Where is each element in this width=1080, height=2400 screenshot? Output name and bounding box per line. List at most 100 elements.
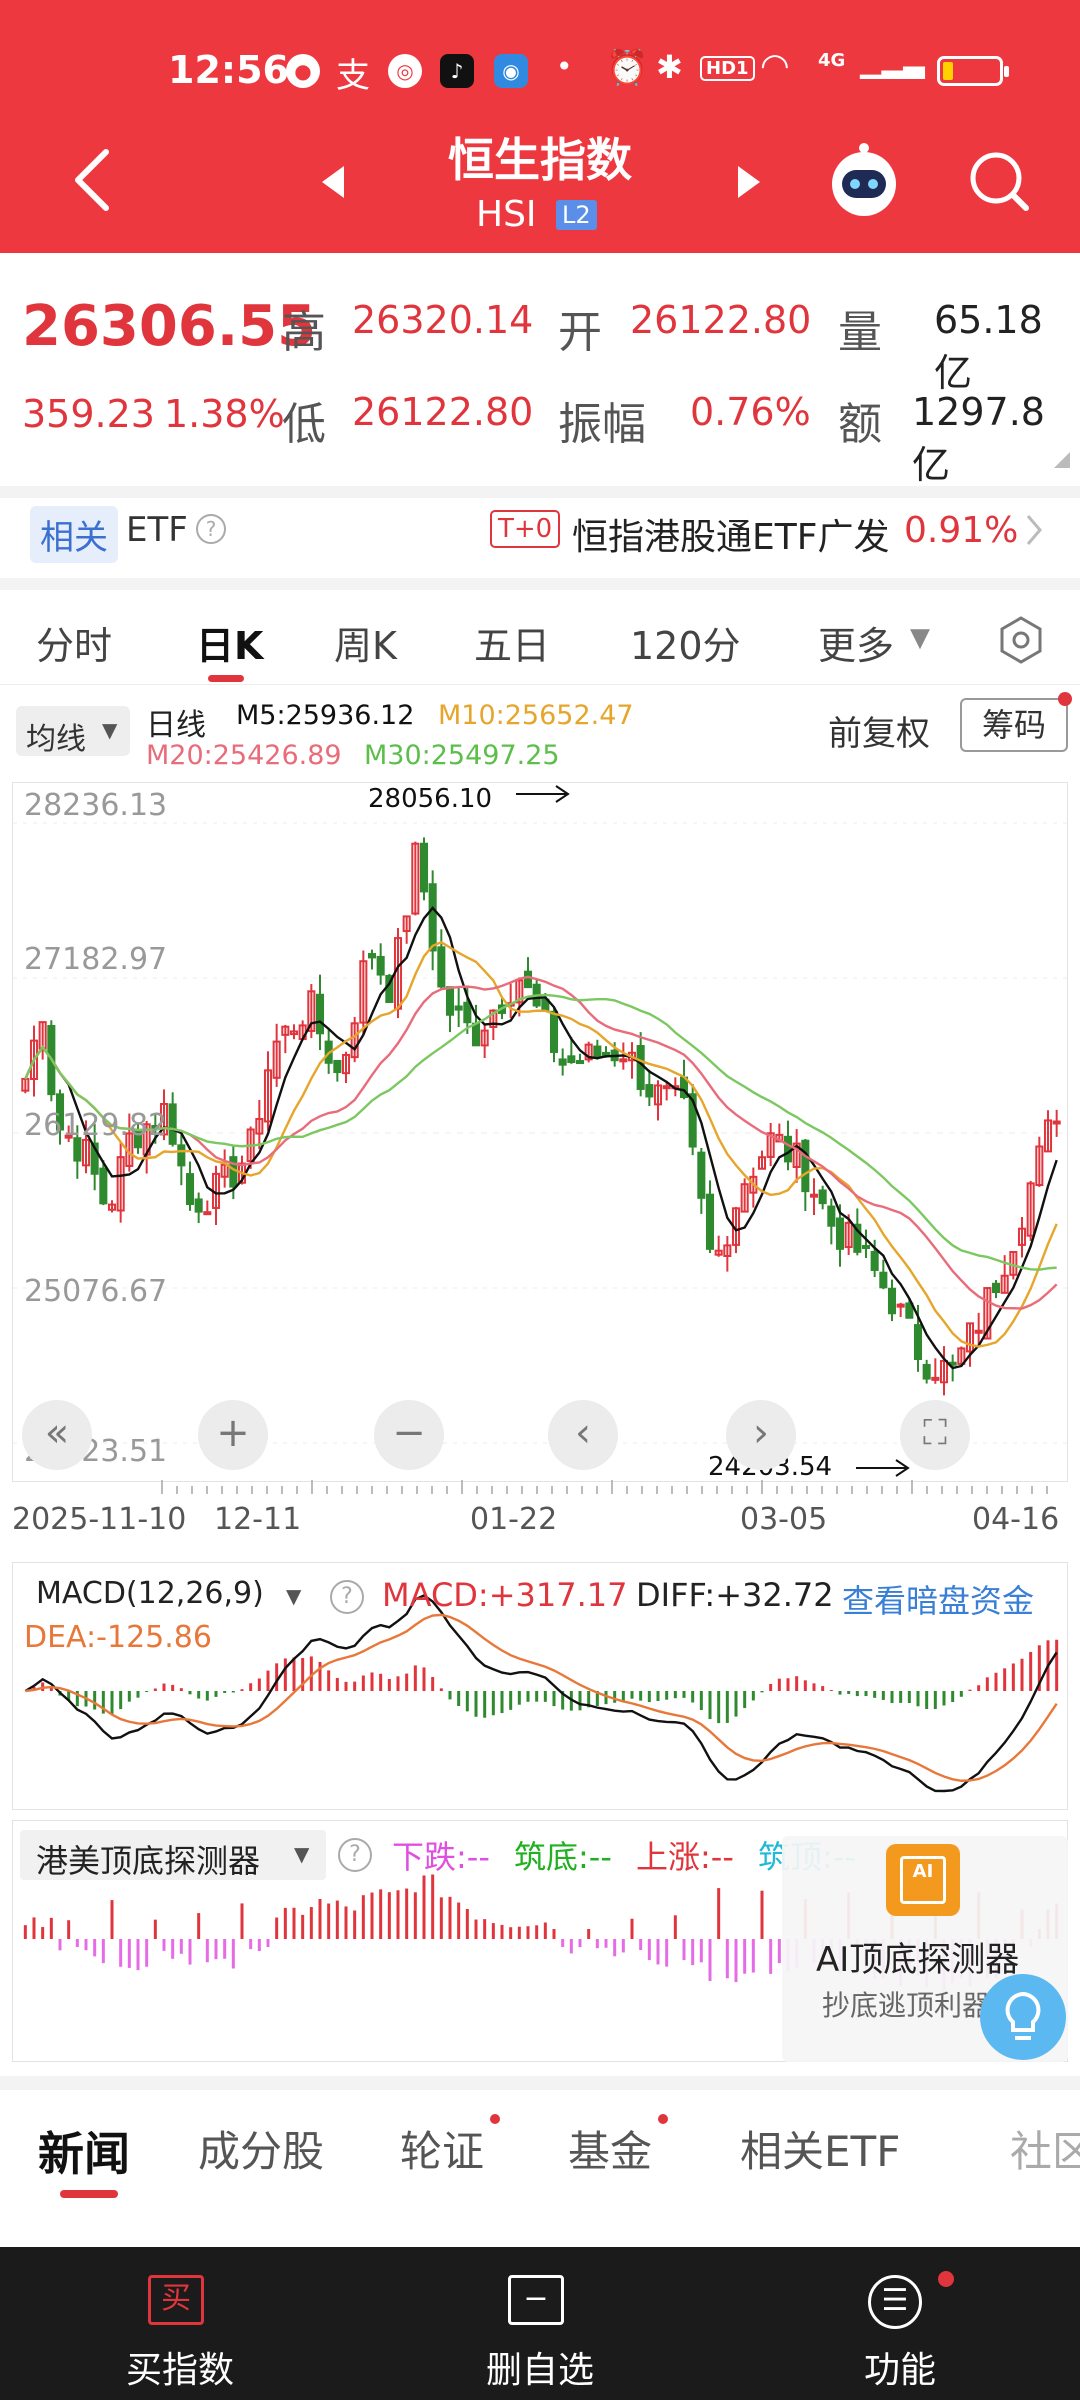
candle-body [835, 1217, 845, 1250]
open-value: 26122.80 [630, 298, 812, 342]
scroll-left-button[interactable]: ‹ [548, 1400, 618, 1470]
candle-body [515, 979, 524, 1004]
dot-icon: • [556, 50, 573, 83]
macd-chart[interactable] [12, 1562, 1068, 1810]
amount-value: 1297.8亿 [912, 390, 1045, 487]
candle-body [749, 1175, 758, 1194]
scroll-start-button[interactable]: « [22, 1400, 92, 1470]
candle-body [913, 1324, 923, 1361]
remove-watchlist-label: 删自选 [485, 2350, 594, 2391]
candle-body [99, 1167, 108, 1205]
change-value: 359.23 [22, 392, 155, 436]
candle-body [801, 1139, 810, 1193]
candle-body [315, 993, 325, 1035]
change-pct: 1.38% [164, 392, 285, 436]
chat-app-icon: ● [286, 54, 320, 88]
candle-body [619, 1058, 628, 1063]
candle-body [844, 1221, 853, 1249]
candle-body [818, 1189, 827, 1205]
tab-funds[interactable]: 基金 [568, 2127, 653, 2176]
robot-assistant-icon[interactable] [824, 140, 904, 220]
next-stock-icon[interactable] [734, 164, 764, 200]
last-price: 26306.55 [22, 294, 317, 359]
ai-detector-subtitle: 抄底逃顶利器 [822, 1989, 991, 2022]
candle-body [1017, 1227, 1027, 1246]
tab-daily-k[interactable]: 日K [196, 624, 264, 668]
tab-constituents[interactable]: 成分股 [198, 2127, 325, 2176]
notify-dot [1058, 692, 1072, 706]
stock-code: HSI [476, 194, 537, 235]
tab-more[interactable]: 更多 [818, 624, 895, 668]
ma5-line [24, 906, 1058, 1370]
candle-body [549, 1010, 559, 1053]
functions-button[interactable]: ☰ 功能 [750, 2247, 1050, 2400]
divider [0, 486, 1080, 498]
status-bar: 12:56 ● 支 ◎ ♪ ◉ • ⏰ ✱ HD1 ◠ 4G ▁▂▃ [0, 40, 1080, 100]
candle-body [991, 1282, 1001, 1294]
tab-weekly-k[interactable]: 周K [334, 624, 397, 668]
chevron-right-icon[interactable] [1024, 514, 1044, 546]
help-icon[interactable]: ? [338, 1838, 372, 1872]
candle-body [367, 953, 377, 959]
tab-timeshare[interactable]: 分时 [36, 624, 113, 668]
arrow-right-icon [516, 785, 570, 803]
ma-selector[interactable]: 均线 ▼ [16, 706, 130, 757]
candle-body [688, 1093, 697, 1148]
dea-value: DEA:-125.86 [24, 1620, 212, 1655]
zoom-in-button[interactable]: + [198, 1400, 268, 1470]
detector-selector-label: 港美顶底探测器 [36, 1842, 261, 1880]
search-icon[interactable] [966, 148, 1032, 214]
candle-body [116, 1156, 125, 1212]
candle-body [445, 986, 455, 1016]
candle-body [289, 1030, 299, 1036]
candle-body [905, 1302, 914, 1319]
tab-five-day[interactable]: 五日 [474, 624, 551, 668]
caret-down-icon: ▼ [910, 623, 930, 653]
remove-watchlist-button[interactable]: − 删自选 [390, 2247, 690, 2400]
diff-value: DIFF:+32.72 [636, 1576, 834, 1614]
candle-body [957, 1347, 966, 1365]
candle-body [194, 1198, 203, 1213]
lightbulb-icon[interactable] [980, 1974, 1066, 2060]
candle-body [740, 1183, 749, 1213]
hd-icon: HD1 [700, 56, 755, 81]
tab-related-etf[interactable]: 相关ETF [740, 2127, 901, 2176]
candle-body [480, 1029, 489, 1047]
etf-name[interactable]: 恒指港股通ETF广发 [572, 517, 890, 558]
tab-warrants[interactable]: 轮证 [400, 2127, 485, 2176]
ma10-line [24, 940, 1058, 1348]
candle-body [359, 960, 368, 1024]
prev-stock-icon[interactable] [318, 164, 348, 200]
help-icon[interactable]: ? [330, 1580, 364, 1614]
high-value: 26320.14 [352, 298, 534, 342]
candle-body [151, 1124, 160, 1129]
candle-body [419, 842, 429, 893]
volume-label: 量 [838, 307, 882, 358]
kline-chart[interactable] [12, 782, 1069, 1482]
detector-selector[interactable]: 港美顶底探测器 ▼ [20, 1830, 326, 1880]
scroll-right-button[interactable]: › [726, 1400, 796, 1470]
candle-body [73, 1137, 82, 1162]
tab-120min[interactable]: 120分 [630, 624, 741, 668]
fullscreen-button[interactable]: ⛶ [900, 1400, 970, 1470]
candle-body [636, 1045, 645, 1090]
candle-body [792, 1142, 801, 1168]
chips-button[interactable]: 筹码 [960, 698, 1068, 752]
buy-index-button[interactable]: 买 买指数 [30, 2247, 330, 2400]
back-icon[interactable] [70, 148, 114, 212]
zoom-out-button[interactable]: − [374, 1400, 444, 1470]
tab-news[interactable]: 新闻 [38, 2127, 130, 2181]
macd-selector[interactable]: MACD(12,26,9) [36, 1576, 264, 1611]
tab-community[interactable]: 社区 [1010, 2127, 1080, 2176]
candle-body [281, 1025, 290, 1036]
adjust-mode[interactable]: 前复权 [828, 714, 930, 754]
settings-icon[interactable] [996, 615, 1046, 665]
ma20-value: M20:25426.89 [146, 740, 342, 771]
y-tick: 25076.67 [24, 1274, 168, 1309]
dark-pool-link[interactable]: 查看暗盘资金 [842, 1582, 1035, 1620]
etf-tag: 相关 [30, 506, 118, 563]
help-icon[interactable]: ? [196, 514, 226, 544]
low-value: 26122.80 [352, 390, 534, 434]
candle-body [1026, 1182, 1035, 1237]
candle-body [870, 1250, 879, 1271]
